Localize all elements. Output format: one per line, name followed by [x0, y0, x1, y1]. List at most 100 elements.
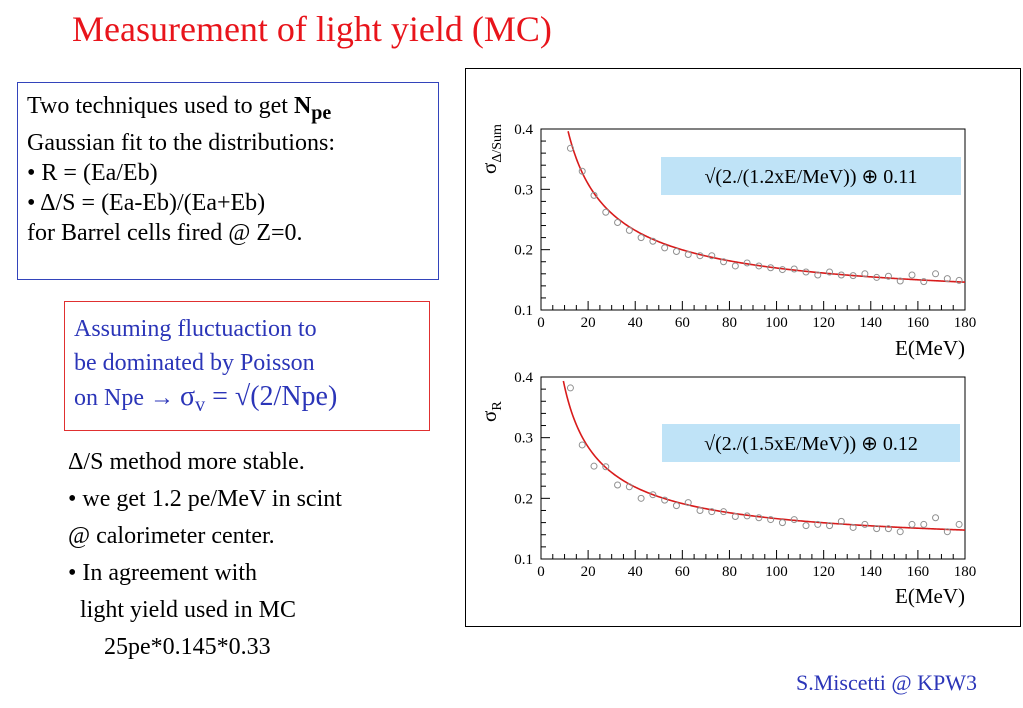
data-point	[661, 496, 669, 504]
data-point	[790, 265, 798, 273]
data-point	[720, 508, 728, 516]
poisson-box: Assuming fluctuaction to be dominated by…	[64, 301, 430, 431]
poisson-line-3: on Npe → σv = √(2/Npe)	[74, 380, 429, 422]
notes-line-1: Δ/S method more stable.	[68, 449, 305, 475]
data-point	[955, 520, 963, 528]
data-point	[814, 520, 822, 528]
x-tick-label: 80	[722, 315, 737, 331]
plot-frame	[540, 376, 966, 560]
data-point	[602, 208, 610, 216]
x-tick-label: 80	[722, 564, 737, 580]
data-point	[590, 191, 598, 199]
x-tick-label: 60	[675, 564, 690, 580]
x-tick-label: 60	[675, 315, 690, 331]
data-point	[743, 259, 751, 267]
npe-symbol: N	[293, 93, 312, 119]
data-point	[720, 258, 728, 266]
x-tick-label: 20	[581, 315, 596, 331]
data-point	[908, 520, 916, 528]
data-point	[767, 516, 775, 524]
y-tick-label: 0.4	[514, 370, 533, 386]
plot-ratio: √(2./(1.5xE/MeV)) ⊕ 0.12 0 20 40 60 80 100 120 1…	[477, 370, 976, 608]
data-point	[814, 271, 822, 279]
data-point	[684, 499, 692, 507]
techniques-box: Two techniques used to get Npe Gaussian …	[17, 82, 439, 280]
notes-line-4: • In agreement with	[68, 560, 257, 586]
data-point	[602, 463, 610, 471]
data-point	[649, 237, 657, 245]
y-axis-sigma: σ	[477, 411, 501, 422]
plot-delta-sum: √(2./(1.2xE/MeV)) ⊕ 0.11 0 20 40 60 80 100 120 1…	[477, 122, 976, 360]
notes-line-2: • we get 1.2 pe/MeV in scint	[68, 486, 342, 512]
techniques-line-3: • R = (Ea/Eb)	[27, 159, 158, 186]
data-point	[943, 528, 951, 536]
plot-panel: √(2./(1.2xE/MeV)) ⊕ 0.11 0 20 40 60 80 100 120 1…	[465, 68, 1021, 627]
npe-subscript: pe	[311, 101, 332, 124]
data-point	[849, 272, 857, 280]
y-tick-label: 0.1	[514, 552, 533, 568]
data-point	[908, 271, 916, 279]
y-tick-label: 0.1	[514, 303, 533, 319]
data-point	[826, 268, 834, 276]
data-point	[672, 247, 680, 255]
x-tick-label: 160	[907, 564, 930, 580]
x-tick-label: 140	[860, 315, 883, 331]
data-point	[637, 234, 645, 242]
data-point	[708, 252, 716, 260]
poisson-formula: = √(2/Npe)	[205, 381, 338, 412]
y-tick-label: 0.3	[514, 431, 533, 447]
resolution-plots: √(2./(1.2xE/MeV)) ⊕ 0.11 0 20 40 60 80 100 120 1…	[477, 122, 976, 608]
data-point	[932, 270, 940, 278]
data-point	[566, 384, 574, 392]
formula-box	[662, 424, 960, 462]
conclusion-notes: Δ/S method more stable. • we get 1.2 pe/…	[68, 444, 342, 666]
data-point	[731, 262, 739, 270]
data-point	[696, 252, 704, 260]
data-point	[826, 522, 834, 530]
techniques-line-4: • Δ/S = (Ea-Eb)/(Ea+Eb)	[27, 189, 266, 216]
data-point	[708, 508, 716, 516]
data-point	[672, 502, 680, 510]
data-point	[849, 523, 857, 531]
data-point	[625, 226, 633, 234]
data-point	[661, 244, 669, 252]
data-point	[614, 219, 622, 227]
data-point	[684, 250, 692, 258]
data-point	[767, 264, 775, 272]
data-point	[802, 522, 810, 530]
data-point	[790, 516, 798, 524]
y-tick-label: 0.2	[514, 243, 533, 259]
plot-frame	[540, 128, 966, 311]
data-point	[920, 278, 928, 286]
notes-line-3: @ calorimeter center.	[68, 523, 275, 549]
data-point	[932, 514, 940, 522]
data-point	[778, 519, 786, 527]
data-point	[873, 525, 881, 533]
techniques-line-2: Gaussian fit to the distributions:	[27, 129, 335, 156]
data-point	[837, 271, 845, 279]
data-point	[743, 512, 751, 520]
data-point	[778, 266, 786, 274]
data-point	[578, 167, 586, 175]
data-point	[896, 277, 904, 285]
data-point	[637, 494, 645, 502]
x-tick-label: 0	[537, 315, 545, 331]
x-tick-label: 40	[628, 315, 643, 331]
sigma-subscript: v	[195, 393, 206, 416]
data-point	[943, 275, 951, 283]
poisson-line-3-text: on Npe →	[74, 385, 180, 411]
x-axis-label: E(MeV)	[895, 584, 965, 608]
notes-line-5: light yield used in MC	[80, 597, 296, 623]
techniques-line-5: for Barrel cells fired @ Z=0.	[27, 219, 303, 246]
data-point	[884, 272, 892, 280]
x-tick-label: 160	[907, 315, 930, 331]
x-tick-label: 0	[537, 564, 545, 580]
x-tick-label: 40	[628, 564, 643, 580]
x-tick-label: 140	[860, 564, 883, 580]
x-tick-label: 180	[954, 564, 977, 580]
poisson-line-1: Assuming fluctuaction to	[74, 316, 317, 342]
fit-formula: √(2./(1.5xE/MeV)) ⊕ 0.12	[704, 433, 918, 455]
poisson-line-2: be dominated by Poisson	[74, 350, 315, 376]
data-point	[873, 273, 881, 281]
y-tick-label: 0.3	[514, 182, 533, 198]
